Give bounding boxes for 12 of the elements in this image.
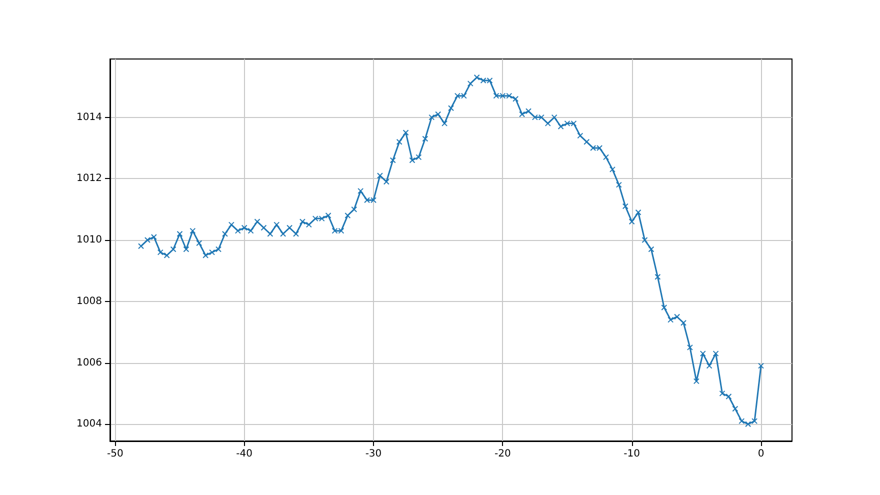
y-tick-label: 1004 [76,418,102,430]
y-tick-label: 1010 [76,234,102,246]
x-tick-label: -30 [365,448,382,460]
x-tick-label: -50 [106,448,124,460]
y-tick-label: 1006 [76,357,102,368]
x-tick-label: -10 [624,448,640,460]
y-tick-label: 1014 [76,112,102,123]
x-tick-label: -40 [236,448,253,460]
x-tick-label: 0 [758,448,764,460]
y-tick-label: 1012 [76,173,102,184]
x-tick-label: -20 [494,448,511,460]
y-tick-label: 1008 [76,296,102,307]
